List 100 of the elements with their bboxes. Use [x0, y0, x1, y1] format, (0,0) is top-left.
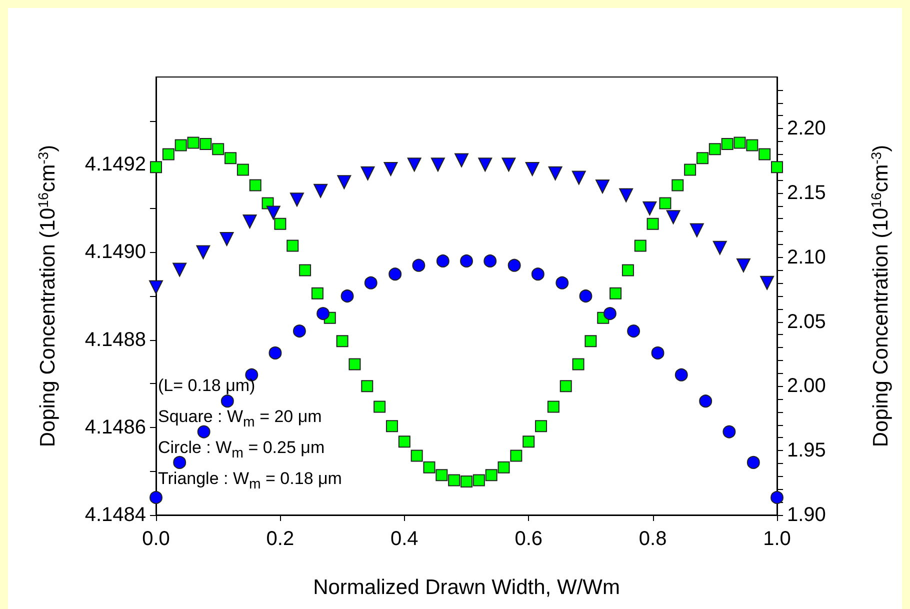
point: [150, 490, 162, 504]
point: [508, 258, 521, 272]
point: [436, 254, 450, 268]
point: [314, 184, 328, 198]
y-tick-label: 4.1484: [84, 504, 146, 526]
x-tick-label: 0.4: [390, 528, 418, 550]
point: [220, 394, 234, 408]
point: [522, 436, 535, 448]
point: [770, 490, 784, 504]
point: [436, 469, 448, 482]
point: [746, 456, 760, 469]
point: [460, 476, 472, 488]
point: [560, 380, 572, 392]
point: [454, 153, 469, 168]
y-tick-label: 4.1488: [84, 328, 146, 351]
point: [472, 474, 485, 486]
point: [386, 420, 398, 432]
point: [584, 335, 597, 348]
point: [572, 170, 586, 185]
point: [196, 245, 210, 260]
x-tick-label: 0.8: [638, 528, 667, 550]
point: [485, 469, 498, 482]
x-tick-label: 0.0: [142, 528, 170, 550]
point: [478, 158, 492, 172]
annotation: Triangle : W$_{m}$ = 0.18 μm: [158, 468, 342, 494]
point: [311, 287, 324, 300]
point: [162, 148, 174, 160]
x-tick-label: 0.6: [514, 528, 543, 550]
point: [684, 164, 696, 176]
point: [407, 158, 422, 172]
point: [360, 166, 375, 180]
point: [374, 400, 386, 413]
point: [236, 164, 249, 176]
point: [596, 180, 610, 194]
point: [410, 450, 423, 462]
point: [572, 358, 584, 370]
point: [619, 188, 634, 202]
y2-tick-label: 2.20: [787, 118, 826, 140]
y-tick-label: 4.1492: [84, 154, 146, 176]
x-tick-label: 1.0: [763, 528, 791, 550]
point: [348, 358, 361, 370]
point: [672, 179, 684, 192]
y2-tick-label: 2.15: [787, 182, 826, 204]
point: [666, 210, 680, 224]
point: [174, 139, 187, 152]
point: [642, 201, 657, 216]
point: [364, 276, 378, 290]
x-tick-label: 0.2: [266, 528, 294, 550]
point: [224, 152, 237, 164]
point: [722, 425, 736, 438]
point: [736, 258, 750, 272]
x-axis-title: Normalized Drawn Width, W/Wm: [313, 576, 620, 599]
point: [758, 148, 771, 160]
y-tick-label: 4.1490: [84, 241, 146, 264]
point: [268, 346, 282, 360]
y-axis-title: Doping Concentration (1016cm-3): [35, 144, 60, 448]
point: [502, 158, 516, 172]
point: [699, 394, 712, 408]
point: [651, 346, 664, 360]
point: [340, 290, 354, 302]
point: [760, 276, 774, 290]
y2-tick-label: 2.10: [787, 246, 826, 268]
y2-axis-title: Doping Concentration (1016cm-3): [868, 144, 892, 448]
point: [746, 139, 758, 152]
point: [610, 287, 622, 300]
point: [220, 232, 234, 246]
point: [548, 166, 562, 180]
point: [634, 240, 646, 252]
point: [249, 179, 262, 192]
point: [721, 138, 734, 150]
point: [696, 152, 708, 164]
point: [266, 206, 280, 220]
point: [361, 380, 374, 392]
point: [398, 436, 410, 448]
point: [172, 262, 187, 277]
y2-tick-label: 1.90: [787, 504, 826, 526]
point: [734, 136, 746, 149]
point: [622, 264, 634, 276]
point: [646, 218, 659, 230]
point: [336, 335, 348, 348]
point: [556, 276, 569, 290]
point: [498, 461, 510, 474]
point: [412, 258, 426, 272]
point: [150, 161, 162, 174]
point: [316, 307, 330, 320]
point: [674, 368, 688, 382]
point: [212, 143, 224, 156]
point: [484, 254, 497, 268]
point: [659, 197, 672, 210]
point: [423, 461, 436, 474]
point: [299, 264, 312, 276]
point: [187, 136, 200, 149]
point: [388, 268, 402, 281]
annotation: (L= 0.18 μm): [158, 375, 256, 397]
point: [579, 290, 592, 302]
point: [286, 240, 299, 252]
point: [448, 474, 460, 486]
y2-tick-label: 2.00: [787, 375, 826, 398]
point: [771, 161, 783, 174]
point: [200, 138, 212, 150]
